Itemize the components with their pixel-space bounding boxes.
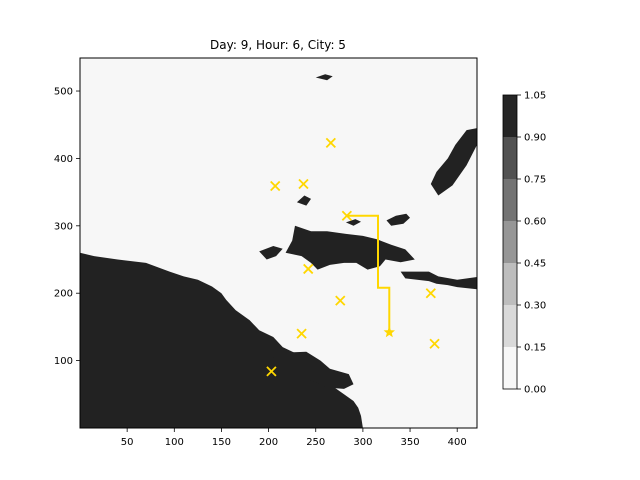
- y-tick-label: 100: [54, 356, 73, 367]
- colorbar-tick-label: 0.30: [524, 301, 546, 312]
- city-marker-4: [303, 263, 314, 275]
- colorbar-band-0: [503, 347, 517, 389]
- colorbar-band-4: [503, 179, 517, 221]
- colorbar-tick-label: 0.90: [524, 133, 546, 144]
- city-marker-5: [335, 295, 346, 306]
- x-tick-label: 250: [306, 437, 325, 448]
- colorbar-tick-label: 0.45: [524, 259, 546, 270]
- route-layer: [346, 214, 391, 333]
- current-position-star: [383, 326, 395, 338]
- city-marker-3: [341, 210, 353, 221]
- y-tick-label: 500: [54, 87, 73, 98]
- colorbar-band-5: [503, 137, 517, 179]
- x-tick-label: 350: [401, 437, 420, 448]
- city-marker-7: [296, 328, 307, 339]
- route-line: [346, 214, 391, 333]
- city-marker-9: [266, 366, 277, 377]
- city-marker-0: [325, 137, 336, 149]
- land-region-4: [430, 128, 477, 196]
- land-region-1: [268, 351, 354, 389]
- plot-area: [79, 57, 478, 429]
- x-tick-label: 100: [165, 437, 184, 448]
- plot-frame: [79, 57, 478, 429]
- colorbar-tick-label: 0.00: [524, 385, 546, 396]
- y-tick-label: 300: [54, 221, 73, 232]
- city-layer: [266, 137, 440, 377]
- colorbar: 0.00 0.15 0.30 0.45 0.60 0.75 0.90 1.05: [502, 91, 546, 396]
- city-marker-8: [429, 338, 440, 349]
- y-tick-label: 400: [54, 154, 73, 165]
- city-marker-2: [298, 178, 309, 190]
- land-region-5: [386, 213, 410, 226]
- x-tick-label: 300: [353, 437, 372, 448]
- colorbar-tick-label: 0.15: [524, 343, 546, 354]
- land-region-2: [285, 225, 415, 270]
- land-region-9: [315, 74, 333, 81]
- colorbar-frame: [502, 94, 518, 390]
- colorbar-band-3: [503, 221, 517, 263]
- colorbar-tick-label: 1.05: [524, 91, 546, 102]
- colorbar-tick-label: 0.60: [524, 217, 546, 228]
- chart-title: Day: 9, Hour: 6, City: 5: [210, 38, 346, 52]
- y-tick-label: 200: [54, 289, 73, 300]
- land-layer: [80, 74, 477, 428]
- y-axis: 100 200 300 400 500: [54, 87, 80, 367]
- colorbar-band-1: [503, 305, 517, 347]
- x-tick-label: 400: [448, 437, 467, 448]
- land-region-7: [345, 219, 361, 226]
- colorbar-band-6: [503, 95, 517, 137]
- land-region-6: [259, 246, 283, 260]
- city-marker-1: [270, 180, 281, 192]
- x-tick-label: 150: [212, 437, 231, 448]
- city-marker-6: [425, 288, 436, 299]
- land-region-3: [400, 271, 477, 290]
- colorbar-band-2: [503, 263, 517, 305]
- x-tick-label: 200: [259, 437, 278, 448]
- colorbar-tick-label: 0.75: [524, 175, 546, 186]
- x-tick-label: 50: [121, 437, 134, 448]
- land-region-8: [296, 195, 311, 206]
- x-axis: 50 100 150 200 250 300 350 400: [121, 428, 467, 448]
- land-region-0: [80, 252, 363, 428]
